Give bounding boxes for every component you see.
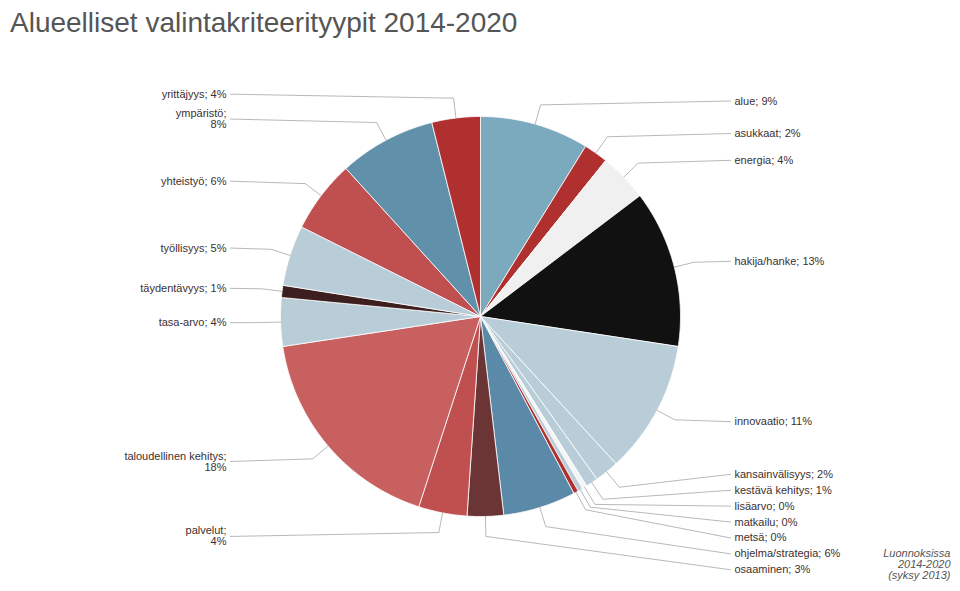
- svg-text:yrittäjyys; 4%: yrittäjyys; 4%: [162, 88, 227, 100]
- svg-text:energia; 4%: energia; 4%: [735, 154, 794, 166]
- svg-text:metsä; 0%: metsä; 0%: [735, 531, 787, 543]
- svg-text:tasa-arvo; 4%: tasa-arvo; 4%: [159, 316, 227, 328]
- svg-text:osaaminen; 3%: osaaminen; 3%: [735, 563, 811, 575]
- svg-text:innovaatio; 11%: innovaatio; 11%: [735, 415, 813, 427]
- svg-text:työllisyys; 5%: työllisyys; 5%: [160, 242, 226, 254]
- svg-text:alue; 9%: alue; 9%: [735, 95, 778, 107]
- svg-text:asukkaat; 2%: asukkaat; 2%: [735, 127, 801, 139]
- svg-text:ympäristö;8%: ympäristö;8%: [176, 107, 227, 130]
- svg-text:yhteistyö; 6%: yhteistyö; 6%: [161, 175, 227, 187]
- svg-text:taloudellinen kehitys;18%: taloudellinen kehitys;18%: [124, 449, 226, 472]
- svg-text:lisäarvo; 0%: lisäarvo; 0%: [735, 500, 795, 512]
- svg-text:kansainvälisyys; 2%: kansainvälisyys; 2%: [735, 468, 834, 480]
- svg-text:kestävä kehitys; 1%: kestävä kehitys; 1%: [735, 484, 832, 496]
- svg-text:hakija/hanke; 13%: hakija/hanke; 13%: [735, 255, 825, 267]
- html-text:Alueelliset valintakriteerityy: Alueelliset valintakriteerityypit 2014-2…: [10, 7, 518, 38]
- svg-text:matkailu; 0%: matkailu; 0%: [735, 516, 798, 528]
- svg-text:täydentävyys; 1%: täydentävyys; 1%: [140, 282, 226, 294]
- svg-text:Luonnoksissa2014-2020(syksy 20: Luonnoksissa2014-2020(syksy 2013): [883, 547, 951, 581]
- svg-text:ohjelma/strategia; 6%: ohjelma/strategia; 6%: [735, 547, 841, 559]
- svg-text:palvelut;4%: palvelut;4%: [186, 524, 227, 547]
